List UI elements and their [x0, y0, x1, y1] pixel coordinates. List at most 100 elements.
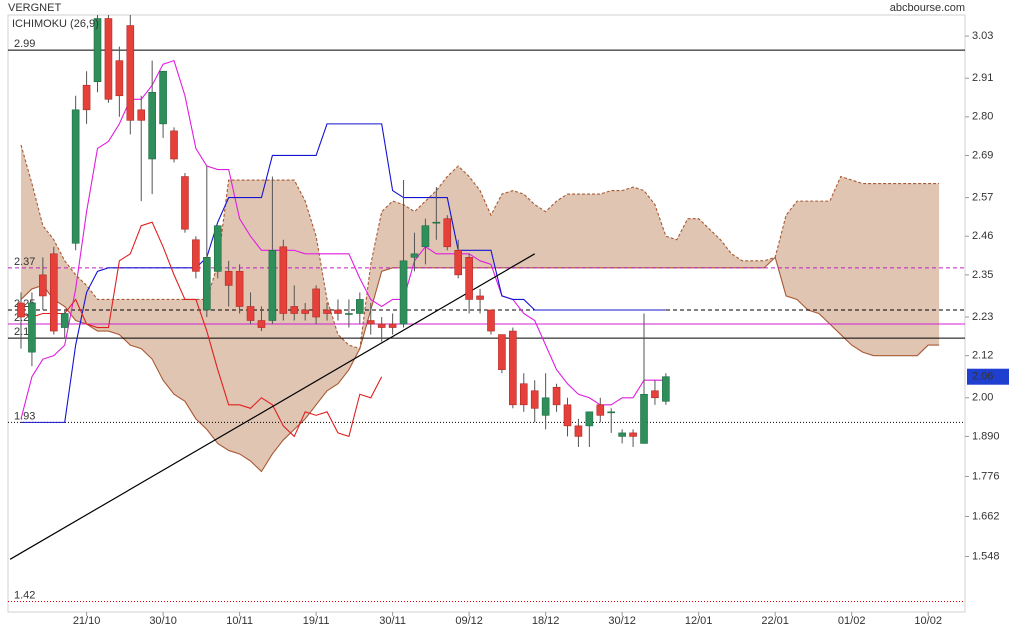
candle-body [268, 249, 277, 321]
candle-body [530, 390, 539, 409]
candle-body [662, 376, 670, 402]
ichimoku-cloud [21, 144, 940, 472]
candle-body [596, 404, 605, 416]
candle-body [399, 260, 408, 325]
candle-body [519, 383, 528, 406]
candle-body [290, 306, 299, 314]
indicator-line [21, 123, 666, 423]
y-tick-label: 2.91 [972, 72, 993, 84]
y-tick-label: 3.03 [972, 30, 993, 42]
y-tick-label: 2.23 [972, 311, 993, 323]
candle-body [552, 386, 561, 406]
candle-body [39, 274, 47, 297]
candle-body [257, 320, 266, 328]
candle-body [104, 18, 113, 100]
y-tick-label: 2.57 [972, 192, 993, 204]
candle-body [629, 432, 637, 437]
candle-body [60, 313, 69, 328]
candle-body [93, 18, 102, 83]
candle-body [563, 404, 572, 427]
candle-body [301, 309, 309, 314]
y-tick-label: 1.662 [972, 510, 1000, 522]
candle-body [17, 302, 25, 318]
candle-body [377, 323, 386, 328]
y-tick-label: 2.00 [972, 392, 993, 404]
candle-body [345, 313, 353, 315]
last-price-box [967, 368, 1009, 385]
candle-body [49, 253, 58, 332]
candle-body [137, 109, 146, 121]
candle-body [224, 271, 233, 286]
candle-body [410, 253, 419, 258]
x-tick-label: 19/11 [303, 615, 330, 627]
x-tick-label: 12/01 [685, 615, 713, 627]
candle-body [618, 432, 626, 437]
candle-body [585, 411, 594, 427]
candle-body [541, 397, 550, 416]
candle-body [356, 299, 364, 314]
candle-body [82, 84, 91, 111]
candle-body [509, 330, 517, 406]
candle-body [476, 295, 484, 300]
x-tick-label: 18/12 [532, 615, 560, 627]
candle-body [465, 257, 473, 300]
candle-body [246, 306, 255, 321]
candle-body [203, 257, 211, 311]
candle-body [213, 225, 222, 272]
y-tick-label: 2.46 [972, 230, 993, 242]
candle-body [651, 390, 659, 399]
x-tick-label: 10/02 [914, 615, 942, 627]
y-tick-label: 1.776 [972, 470, 1000, 482]
y-tick-label: 2.69 [972, 149, 993, 161]
candle-body [28, 302, 36, 353]
x-tick-label: 09/12 [455, 615, 483, 627]
candle-body [279, 246, 288, 314]
candle-body [312, 288, 320, 318]
candle-body [71, 109, 80, 244]
candle-body [574, 425, 583, 437]
candle-body [443, 218, 452, 248]
candle-body [366, 320, 375, 325]
candle-body [334, 309, 342, 314]
x-tick-label: 21/10 [73, 615, 101, 627]
candle-body [159, 70, 167, 125]
cloud-edge [20, 144, 940, 350]
y-tick-label: 2.12 [972, 350, 993, 362]
y-tick-label: 2.80 [972, 111, 993, 123]
candle-body [607, 411, 616, 414]
level-label: 1.42 [14, 589, 35, 601]
candle-body [421, 225, 430, 248]
candle-body [126, 25, 135, 121]
candle-body [432, 221, 441, 224]
x-tick-label: 30/11 [379, 615, 406, 627]
y-tick-label: 1.548 [972, 550, 1000, 562]
trendline [9, 253, 536, 560]
y-tick-label: 2.35 [972, 269, 993, 281]
level-label: 2.37 [14, 256, 35, 268]
x-tick-label: 01/02 [838, 615, 866, 627]
level-label: 1.93 [14, 410, 35, 422]
candle-body [235, 271, 244, 307]
candle-body [640, 393, 648, 444]
candle-body [148, 91, 156, 160]
candle-body [323, 309, 331, 314]
candle-body [454, 249, 463, 276]
x-tick-label: 30/10 [149, 615, 177, 627]
candle-body [487, 309, 495, 332]
candle-body [388, 323, 397, 328]
candle-body [498, 334, 506, 370]
candle-body [192, 239, 200, 272]
last-price-label: 2.06 [972, 371, 993, 383]
source: abcbourse.com [890, 2, 965, 14]
indicator-label: ICHIMOKU (26,9) [12, 18, 99, 30]
level-label: 2.99 [14, 38, 35, 50]
indicator-line [20, 221, 383, 438]
candle-body [115, 60, 124, 97]
y-tick-label: 1.890 [972, 430, 1000, 442]
x-tick-label: 30/12 [608, 615, 636, 627]
x-tick-label: 10/11 [226, 615, 253, 627]
x-tick-label: 22/01 [761, 615, 789, 627]
chart-title: VERGNET [8, 2, 61, 14]
candle-body [181, 176, 189, 230]
